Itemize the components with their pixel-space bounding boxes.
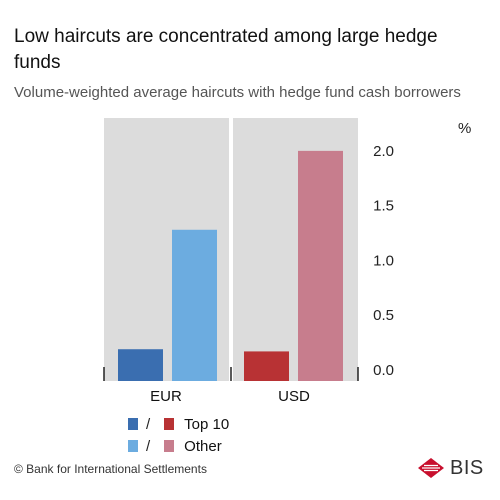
legend-swatch-usd-other — [164, 440, 175, 452]
x-tick-label-eur: EUR — [150, 388, 182, 405]
y-tick-label: 0.5 — [373, 307, 394, 324]
legend-label-other: Other — [184, 437, 222, 455]
x-tick-label-usd: USD — [278, 388, 310, 405]
bis-logo-text: BIS — [450, 456, 484, 479]
legend-separator: / — [146, 437, 151, 455]
y-axis-unit: % — [458, 120, 471, 137]
bis-logo-icon — [418, 458, 444, 478]
legend-item-other: / Other — [128, 435, 328, 457]
bar-eur-other — [172, 229, 217, 381]
legend-label-top10: Top 10 — [184, 415, 230, 433]
legend-item-top10: / Top 10 — [128, 413, 328, 435]
legend: / Top 10 / Other — [128, 413, 328, 457]
legend-swatch-eur-top10 — [128, 418, 138, 430]
bis-logo: BIS — [416, 456, 484, 480]
legend-separator: / — [146, 415, 151, 433]
y-tick-label: 2.0 — [373, 143, 394, 160]
copyright-footer: © Bank for International Settlements — [14, 462, 207, 476]
chart-title: Low haircuts are concentrated among larg… — [14, 26, 438, 73]
bar-usd-top10 — [244, 351, 289, 381]
y-tick-label: 1.5 — [373, 198, 394, 215]
chart-subtitle: Volume-weighted average haircuts with he… — [14, 84, 461, 101]
bar-usd-other — [298, 150, 343, 381]
legend-swatch-usd-top10 — [164, 418, 175, 430]
y-tick-label: 1.0 — [373, 252, 394, 269]
bar-eur-top10 — [118, 349, 163, 381]
legend-swatch-eur-other — [128, 440, 138, 452]
y-tick-label: 0.0 — [373, 362, 394, 379]
